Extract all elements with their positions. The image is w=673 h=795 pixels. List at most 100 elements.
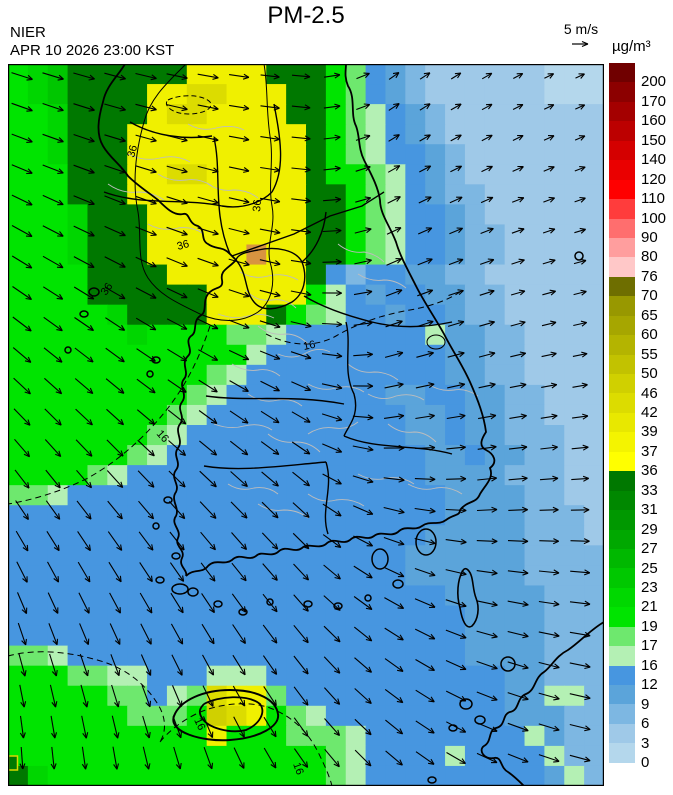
colorbar-segment (609, 257, 635, 277)
colorbar-segment (609, 354, 635, 374)
small-island (146, 370, 154, 378)
colorbar-segment (609, 121, 635, 141)
small-island (459, 698, 473, 710)
colorbar (609, 63, 635, 763)
colorbar-segment (609, 179, 635, 200)
contour-label: 16 (290, 761, 305, 777)
small-island (415, 528, 437, 556)
colorbar-segment (609, 568, 635, 588)
colorbar-tick-label: 29 (641, 520, 658, 538)
colorbar-segment (609, 723, 635, 744)
colorbar-segment (609, 685, 635, 705)
colorbar-tick-label: 90 (641, 229, 658, 246)
small-island (151, 356, 161, 364)
colorbar-segment (609, 63, 635, 83)
special-cells (7, 755, 19, 771)
contour-label: 16 (302, 339, 316, 353)
small-island (371, 548, 389, 570)
colorbar-tick-label: 150 (641, 131, 667, 149)
county-boundaries (107, 123, 479, 519)
colorbar-segment (609, 471, 635, 491)
colorbar-segment (609, 315, 635, 336)
colorbar-tick-label: 120 (641, 170, 667, 188)
colorbar-segment (609, 82, 635, 102)
colorbar-tick-label: 200 (641, 73, 667, 91)
colorbar-tick-label: 70 (641, 287, 658, 305)
colorbar-tick-label: 23 (641, 579, 658, 596)
colorbar-tick-label: 36 (641, 462, 658, 480)
colorbar-segment (609, 218, 635, 238)
small-island (171, 552, 181, 560)
small-island (152, 522, 160, 530)
datetime-label: APR 10 2026 23:00 KST (10, 42, 175, 59)
colorbar-segment (609, 432, 635, 452)
colorbar-segment (609, 412, 635, 433)
colorbar-segment (609, 335, 635, 355)
colorbar-tick-label: 6 (641, 715, 650, 733)
small-island (79, 310, 89, 318)
colorbar-tick-label: 76 (641, 267, 658, 285)
contour-label: 36 (125, 144, 140, 159)
colorbar-tick-label: 19 (641, 617, 658, 635)
colorbar-tick-label: 140 (641, 151, 667, 169)
colorbar-tick-label: 80 (641, 248, 658, 266)
colorbar-tick-label: 55 (641, 345, 658, 363)
colorbar-tick-label: 42 (641, 404, 658, 421)
colorbar-tick-label: 110 (641, 190, 665, 208)
jeju-inner-contour (198, 696, 264, 733)
wind-arrows (11, 72, 591, 770)
colorbar-segment (609, 743, 635, 763)
colorbar-tick-label: 16 (641, 656, 658, 674)
colorbar-tick-label: 65 (641, 306, 658, 324)
small-island (213, 600, 223, 608)
small-island (574, 251, 584, 261)
colorbar-tick-label: 0 (641, 754, 650, 771)
colorbar-segment (609, 665, 635, 685)
colorbar-tick-label: 170 (641, 92, 667, 110)
small-island (155, 576, 165, 584)
wind-reference-arrow-icon (572, 40, 589, 48)
small-island (64, 346, 72, 354)
small-island (88, 287, 100, 297)
small-island (171, 583, 189, 595)
small-island (303, 600, 313, 608)
colorbar-tick-label: 160 (641, 112, 667, 130)
colorbar-tick-label: 12 (641, 676, 658, 694)
kyushu-coast (480, 621, 605, 787)
colorbar-tick-label: 25 (641, 559, 658, 577)
contour-label: 16 (191, 716, 207, 732)
colorbar-tick-label: 17 (641, 637, 658, 655)
small-island (187, 587, 199, 597)
colorbar-segment (609, 548, 635, 569)
small-island (364, 594, 372, 602)
contour-label: 36 (99, 281, 116, 298)
colorbar-segment (609, 374, 635, 394)
colorbar-segment (609, 276, 635, 297)
small-island (163, 496, 173, 504)
colorbar-tick-label: 21 (641, 598, 658, 616)
contour-label: 36 (176, 238, 191, 253)
colorbar-segment (609, 199, 635, 219)
outlined-cell (7, 755, 19, 771)
source-label: NIER (10, 24, 46, 41)
colorbar-segment (609, 237, 635, 258)
colorbar-tick-label: 31 (641, 501, 658, 519)
colorbar-tick-label: 3 (641, 734, 650, 752)
province-boundaries (103, 103, 453, 535)
colorbar-tick-label: 100 (641, 209, 667, 227)
colorbar-tick-label: 9 (641, 695, 650, 713)
units-label: µg/m³ (612, 38, 651, 55)
wind-reference-label: 5 m/s (563, 21, 599, 37)
colorbar-tick-labels: 200 170 160 150 140 120 110 100 90 80 76 70 65 60 55 50… (641, 63, 673, 773)
colorbar-tick-label: 46 (641, 384, 658, 402)
colorbar-tick-label: 33 (641, 481, 658, 499)
colorbar-tick-label: 27 (641, 540, 658, 558)
colorbar-segment (609, 160, 635, 180)
pm25-map: 36 36 36 36 16 16 16 16 (7, 63, 605, 787)
contour-label: 36 (251, 199, 264, 212)
page-title: PM-2.5 (267, 2, 345, 29)
colorbar-segment (609, 101, 635, 122)
colorbar-segment (609, 510, 635, 530)
colorbar-tick-label: 39 (641, 423, 658, 441)
